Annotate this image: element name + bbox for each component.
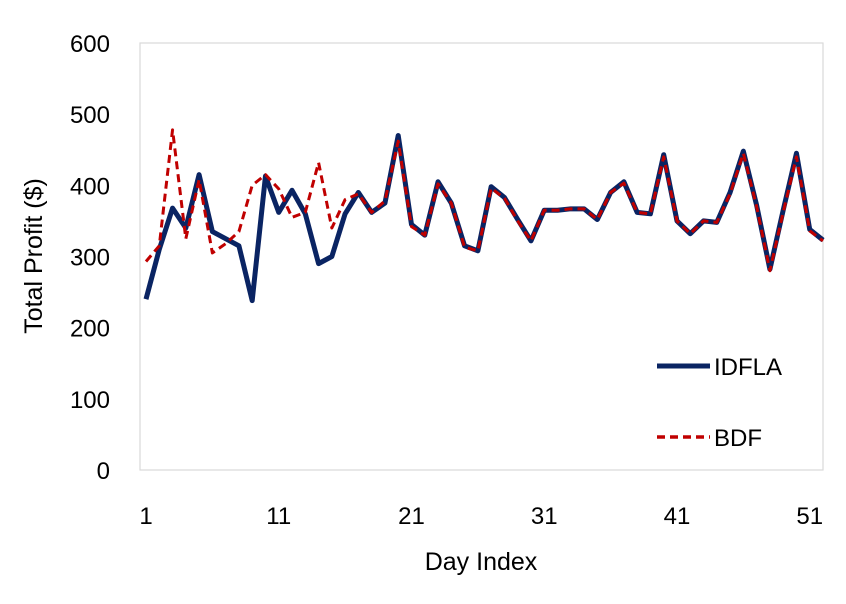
data-point-bdf [741,151,745,155]
data-point-bdf [702,219,706,223]
data-point-bdf [821,239,825,243]
data-point-bdf [184,237,188,241]
data-point-bdf [569,207,573,211]
y-tick-label: 500 [70,102,110,129]
data-point-bdf [768,269,772,273]
x-tick-label: 21 [398,503,425,530]
data-point-bdf [648,212,652,216]
data-point-idfla [330,255,334,259]
data-point-bdf [463,245,467,249]
legend: IDFLA BDF [657,354,782,452]
data-point-idfla [224,237,228,241]
y-axis-title: Total Profit ($) [20,178,48,334]
data-point-bdf [343,198,347,202]
data-point-bdf [423,233,427,237]
data-point-bdf [556,208,560,212]
data-point-bdf [449,201,453,205]
plot-area [139,42,824,471]
data-point-bdf [755,205,759,209]
data-point-bdf [609,190,613,194]
data-point-idfla [290,188,294,192]
data-point-bdf [662,155,666,159]
data-point-bdf [409,225,413,229]
data-point-bdf [197,178,201,182]
data-point-idfla [171,206,175,210]
x-tick-label: 1 [139,503,152,530]
data-point-bdf [582,207,586,211]
y-tick-label: 100 [70,387,110,414]
data-point-bdf [502,196,506,200]
data-point-bdf [781,210,785,214]
data-point-bdf [622,181,626,185]
data-point-bdf [675,219,679,223]
data-point-bdf [237,230,241,234]
data-point-bdf [370,210,374,214]
data-point-bdf [516,219,520,223]
data-point-bdf [330,226,334,230]
data-point-idfla [396,134,400,138]
data-point-bdf [489,186,493,190]
x-axis-title: Day Index [425,548,538,576]
data-point-bdf [808,229,812,233]
x-axis-tick-labels: 1 11 21 31 41 51 [139,503,823,530]
data-point-bdf [396,139,400,143]
x-tick-label: 31 [531,503,558,530]
y-tick-label: 200 [70,316,110,343]
data-point-bdf [317,161,321,165]
data-point-bdf [144,259,148,263]
data-point-idfla [210,230,214,234]
series-bdf [144,128,825,273]
y-tick-label: 0 [97,458,110,485]
data-point-bdf [290,215,294,219]
plot-frame [139,42,824,471]
data-point-bdf [542,208,546,212]
data-point-bdf [688,232,692,236]
y-tick-label: 400 [70,173,110,200]
x-tick-label: 11 [266,503,291,530]
data-point-bdf [263,173,267,177]
series-line-bdf [144,128,824,273]
data-point-bdf [277,187,281,191]
data-point-bdf [171,128,175,132]
data-point-bdf [210,251,214,255]
data-point-bdf [250,183,254,187]
series-layer [143,128,825,304]
y-axis-tick-labels: 0 100 200 300 400 500 600 [70,31,110,485]
data-point-bdf [476,249,480,253]
y-tick-label: 600 [70,31,110,58]
data-point-bdf [224,242,228,246]
y-tick-label: 300 [70,245,110,272]
data-point-idfla [250,299,254,303]
data-point-bdf [529,239,533,243]
data-point-bdf [595,217,599,221]
data-point-idfla [197,173,201,177]
data-point-bdf [794,155,798,159]
data-point-bdf [728,192,732,196]
data-point-idfla [794,151,798,155]
data-point-idfla [277,210,281,214]
x-tick-label: 41 [664,503,691,530]
data-point-bdf [383,199,387,203]
data-point-bdf [356,192,360,196]
data-point-bdf [436,182,440,186]
data-point-idfla [144,297,148,301]
legend-label-idfla: IDFLA [714,354,782,381]
data-point-bdf [635,210,639,214]
data-point-idfla [343,212,347,216]
legend-label-bdf: BDF [714,425,762,452]
data-point-bdf [715,220,719,224]
x-tick-label: 51 [796,503,823,530]
data-point-bdf [157,244,161,248]
data-point-bdf [303,210,307,214]
data-point-idfla [237,244,241,248]
data-point-idfla [317,262,321,266]
